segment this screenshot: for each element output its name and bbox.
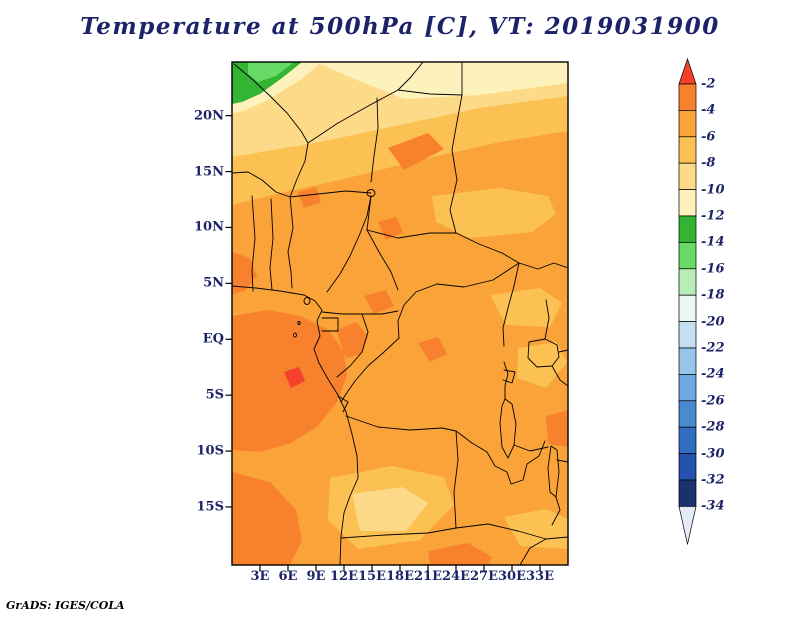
colorbar-label: -16 [701,261,725,276]
colorbar-segment [679,190,696,216]
colorbar-label: -18 [701,288,725,303]
colorbar-segment [679,269,696,295]
colorbar-label: -4 [701,103,715,118]
colorbar-segment [679,137,696,163]
x-axis-label: 15E [358,569,386,584]
colorbar-segment [679,401,696,427]
colorbar [679,59,696,544]
y-axis-label: EQ [178,332,224,347]
x-axis-label: 27E [470,569,498,584]
colorbar-label: -30 [701,446,725,461]
colorbar-label: -28 [701,420,725,435]
colorbar-label: -26 [701,393,725,408]
x-axis-label: 12E [330,569,358,584]
x-axis-label: 24E [442,569,470,584]
x-axis-label: 6E [279,569,298,584]
colorbar-top-arrow [679,59,696,84]
colorbar-label: -2 [701,77,715,92]
colorbar-segment [679,216,696,242]
colorbar-label: -22 [701,341,725,356]
grads-plot-page: Temperature at 500hPa [C], VT: 201903190… [0,0,800,618]
colorbar-segment [679,454,696,480]
colorbar-segment [679,348,696,374]
colorbar-segment [679,480,696,506]
colorbar-label: -34 [701,499,725,514]
x-axis-label: 18E [386,569,414,584]
colorbar-label: -8 [701,156,715,171]
y-axis-label: 5S [178,388,224,403]
x-axis-label: 3E [251,569,270,584]
colorbar-label: -12 [701,209,725,224]
colorbar-segment [679,427,696,453]
y-axis-label: 10N [178,220,224,235]
temperature-field [232,62,568,565]
colorbar-segment [679,374,696,400]
y-axis-label: 15N [178,164,224,179]
colorbar-label: -14 [701,235,725,250]
temperature-region [546,410,568,447]
x-axis-label: 21E [414,569,442,584]
colorbar-bottom-arrow [679,506,696,544]
y-axis-label: 5N [178,276,224,291]
colorbar-segment [679,242,696,268]
x-axis-label: 30E [498,569,526,584]
map-canvas [0,0,800,618]
colorbar-segment [679,110,696,136]
y-axis-label: 10S [178,444,224,459]
colorbar-segment [679,163,696,189]
colorbar-label: -24 [701,367,725,382]
x-axis-label: 33E [526,569,554,584]
colorbar-segment [679,295,696,321]
colorbar-segment [679,322,696,348]
colorbar-label: -32 [701,473,725,488]
colorbar-segment [679,84,696,110]
colorbar-label: -20 [701,314,725,329]
colorbar-label: -6 [701,129,715,144]
x-axis-label: 9E [307,569,326,584]
y-axis-label: 20N [178,108,224,123]
colorbar-label: -10 [701,182,725,197]
y-axis-label: 15S [178,499,224,514]
grads-credit: GrADS: IGES/COLA [6,599,125,612]
